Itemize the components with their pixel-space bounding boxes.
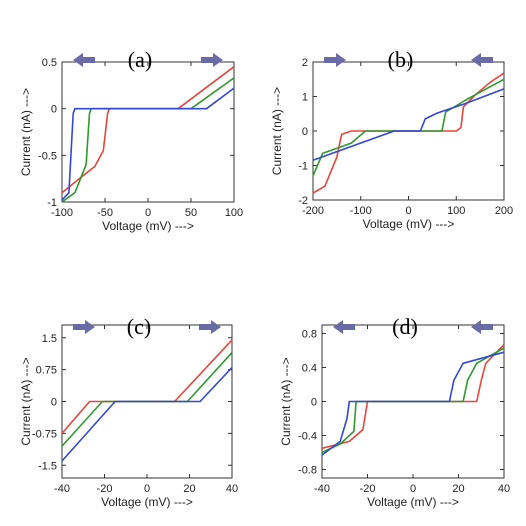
y-tick-label: -0.5: [38, 150, 57, 162]
arrow-right-icon: [201, 53, 223, 67]
series-line-blue: [312, 88, 505, 162]
y-tick-label: -2: [298, 195, 308, 207]
x-tick-label: -100: [51, 207, 73, 219]
chart-panel-a: -100 -50 0 50 100 -1 -0.5 0 0.5 Voltage (mV) --->…: [19, 47, 243, 233]
y-tick-label: 0: [302, 126, 308, 138]
y-tick-label: 0: [51, 104, 57, 116]
y-tick-label: 0.75: [36, 365, 57, 377]
x-tick-label: 100: [225, 207, 243, 219]
x-tick-label: -20: [360, 483, 376, 495]
y-tick-label: 0.8: [302, 329, 317, 341]
series-line-red: [61, 339, 233, 434]
x-tick-label: 0: [410, 483, 416, 495]
y-tick-label: 0: [51, 397, 57, 409]
panel-label: (b): [388, 47, 414, 72]
y-tick-label: 0.4: [302, 363, 317, 375]
series-line-green: [61, 77, 235, 203]
x-axis-title: Voltage (mV) --->: [367, 495, 459, 509]
y-tick-label: -0.8: [298, 465, 317, 477]
y-axis-title: Current (nA) --->: [19, 88, 33, 176]
x-tick-label: 0: [405, 205, 411, 217]
x-tick-label: 100: [447, 205, 465, 217]
x-tick-label: -40: [54, 483, 70, 495]
x-tick-label: 50: [185, 207, 197, 219]
x-axis-title: Voltage (mV) --->: [363, 217, 455, 231]
y-tick-label: 2: [302, 57, 308, 69]
x-tick-label: -50: [97, 207, 113, 219]
chart-panel-b: -200 -100 0 100 200 -2 -1 0 1 2 Voltage (mV) ---> C…: [270, 47, 513, 231]
x-tick-label: 0: [145, 207, 151, 219]
x-axis-title: Voltage (mV) --->: [101, 495, 193, 509]
x-tick-label: 40: [498, 483, 510, 495]
x-tick-label: 0: [144, 483, 150, 495]
arrow-left-icon: [333, 320, 355, 334]
series-line-blue: [61, 87, 235, 201]
arrow-left-icon: [73, 53, 95, 67]
y-tick-label: -1.5: [38, 460, 57, 472]
arrow-right-icon: [73, 320, 95, 334]
chart-panel-d: -40 -20 0 20 40 -0.8 -0.4 0 0.4 0.8 Voltage (mV) -…: [279, 314, 510, 509]
series-line-blue: [321, 351, 505, 456]
series-line-red: [312, 72, 505, 194]
panel-label: (c): [127, 314, 151, 339]
arrow-left-icon: [471, 320, 493, 334]
y-tick-label: 0.5: [42, 57, 57, 69]
panel-label: (d): [392, 314, 418, 339]
chart-panel-c: -40 -20 0 20 40 -1.5 -0.75 0 0.75 1.5 Voltage (mV)…: [19, 314, 238, 509]
series-line-blue: [61, 366, 233, 462]
x-tick-label: 20: [183, 483, 195, 495]
panel-label: (a): [128, 47, 152, 72]
y-tick-label: 0: [311, 397, 317, 409]
series-line-green: [312, 78, 505, 177]
x-axis-title: Voltage (mV) --->: [102, 219, 194, 233]
y-tick-label: -1: [298, 161, 308, 173]
y-tick-label: -0.75: [32, 428, 57, 440]
x-tick-label: 20: [452, 483, 464, 495]
arrow-left-icon: [471, 53, 493, 67]
y-axis-title: Current (nA) --->: [279, 357, 293, 445]
y-axis-title: Current (nA) --->: [19, 357, 33, 445]
arrow-right-icon: [199, 320, 221, 334]
x-tick-label: 40: [226, 483, 238, 495]
y-tick-label: 1: [302, 92, 308, 104]
x-tick-label: -20: [97, 483, 113, 495]
y-tick-label: -0.4: [298, 431, 317, 443]
x-tick-label: -200: [302, 205, 324, 217]
x-tick-label: -100: [350, 205, 372, 217]
arrow-right-icon: [324, 53, 346, 67]
y-tick-label: -1: [47, 197, 57, 209]
y-axis-title: Current (nA) --->: [270, 87, 284, 175]
y-tick-label: 1.5: [42, 333, 57, 345]
x-tick-label: 200: [495, 205, 513, 217]
x-tick-label: -40: [314, 483, 330, 495]
